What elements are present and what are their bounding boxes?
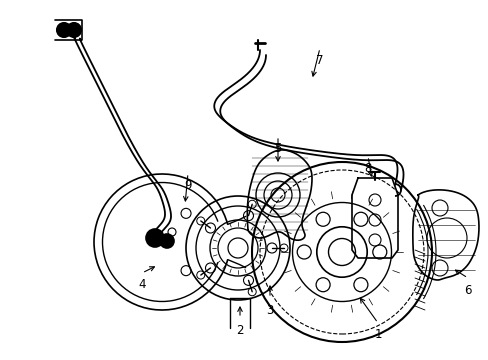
Text: 3: 3 bbox=[266, 303, 273, 316]
Text: 4: 4 bbox=[138, 279, 145, 292]
Text: 5: 5 bbox=[274, 141, 281, 154]
Circle shape bbox=[146, 229, 163, 247]
Circle shape bbox=[57, 23, 71, 37]
Text: 1: 1 bbox=[373, 328, 381, 342]
Circle shape bbox=[67, 23, 81, 37]
Text: 7: 7 bbox=[316, 54, 323, 67]
Text: 6: 6 bbox=[463, 284, 471, 297]
Text: 8: 8 bbox=[364, 162, 371, 175]
Circle shape bbox=[70, 26, 78, 34]
Circle shape bbox=[60, 26, 68, 34]
Text: 2: 2 bbox=[236, 324, 243, 337]
Text: 9: 9 bbox=[184, 179, 191, 192]
Circle shape bbox=[160, 234, 174, 248]
